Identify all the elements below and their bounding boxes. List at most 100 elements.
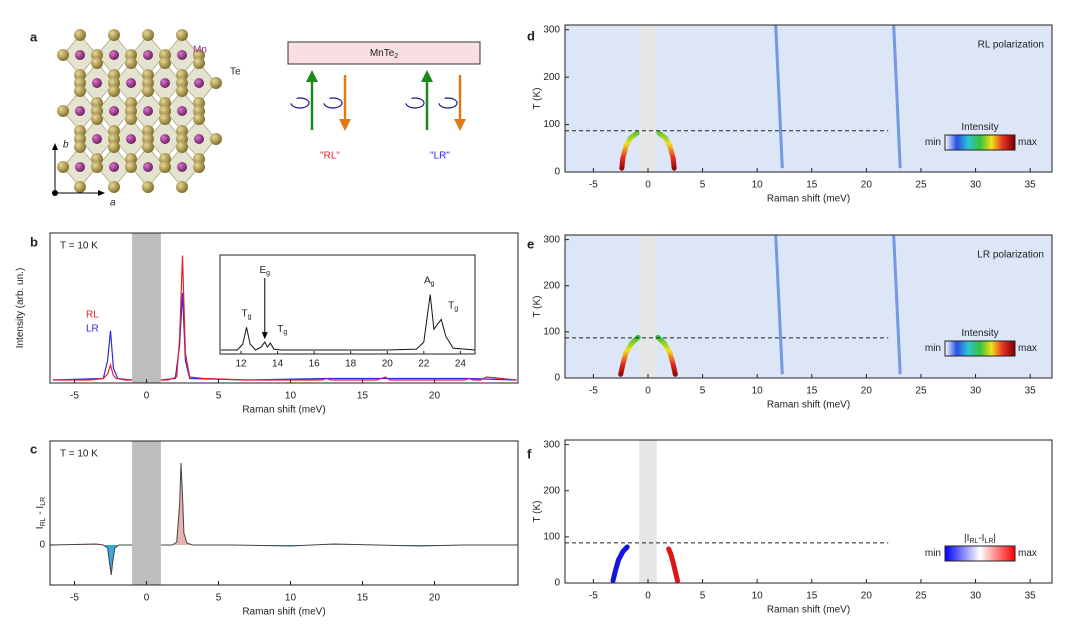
x-tick-label: 10 <box>752 591 764 602</box>
te-atom <box>108 181 120 193</box>
x-axis-title: Raman shift (meV) <box>767 605 850 616</box>
mn-label: Mn <box>193 45 207 56</box>
te-atom <box>176 141 188 153</box>
x-tick-label: -5 <box>589 180 598 191</box>
y-tick-label: 100 <box>543 327 560 338</box>
te-atom <box>91 161 103 173</box>
te-atom <box>57 161 69 173</box>
inset-x-tick-label: 20 <box>382 359 394 370</box>
x-tick-label: 25 <box>915 180 927 191</box>
sample-label-text: MnTe <box>370 48 395 59</box>
excluded-band <box>639 25 657 172</box>
y-tick-label: 300 <box>543 24 560 35</box>
x-tick-label: 15 <box>806 591 818 602</box>
x-tick-label: 25 <box>915 386 927 397</box>
x-tick-label: 20 <box>861 591 873 602</box>
inset-line <box>220 294 476 351</box>
inset-frame <box>219 254 476 355</box>
arrow-head <box>261 332 268 340</box>
magnon-branch <box>656 130 677 171</box>
colorbar-title: Intensity <box>961 328 998 339</box>
y-tick-label: 300 <box>543 234 560 245</box>
y-tick-label: 100 <box>543 532 560 543</box>
axis-b-label: b <box>63 140 69 151</box>
x-tick-label: 30 <box>970 591 982 602</box>
x-axis-title: Raman shift (meV) <box>242 405 325 416</box>
x-tick-label: 15 <box>806 180 818 191</box>
plot-frame <box>564 24 1053 173</box>
x-tick-label: -5 <box>70 391 79 402</box>
chart-panel: -5 0 5 10 15 20 25 30 35 0 100 200 300 Raman shift (m… <box>532 439 1053 616</box>
te-atom <box>210 133 222 145</box>
arrow-head <box>306 70 318 82</box>
colorbar <box>944 545 1016 562</box>
peak-label-sub: g <box>454 306 458 313</box>
te-atom <box>74 85 86 97</box>
x-tick-label: -5 <box>70 593 79 604</box>
x-tick-label: -5 <box>589 591 598 602</box>
colorbar-title-text: | <box>993 533 996 544</box>
x-axis-title: Raman shift (meV) <box>242 607 325 618</box>
x-tick-label: 10 <box>752 180 764 191</box>
panel-label: c <box>30 441 37 456</box>
y-tick-label: 0 <box>554 167 560 178</box>
arrow-head <box>339 119 351 131</box>
x-axis-title: Raman shift (meV) <box>767 194 850 205</box>
y-tick-label: 200 <box>543 72 560 83</box>
x-tick-label: 30 <box>970 180 982 191</box>
te-atom <box>159 113 171 125</box>
mn-atom <box>177 162 187 172</box>
diagram <box>52 29 481 196</box>
colorbar-title-text: -I <box>978 533 984 544</box>
chart-panel: -5 0 5 10 15 20 25 30 35 0 100 200 300 Raman shift (m… <box>532 24 1053 205</box>
y-tick-label: 200 <box>543 485 560 496</box>
colorbar-max: max <box>1018 343 1037 354</box>
colorbar-title: Intensity <box>961 122 998 133</box>
te-atom <box>74 181 86 193</box>
polarization-circle <box>438 97 458 109</box>
x-tick-label: 0 <box>144 593 150 604</box>
chart-panel: RL LR -5 0 5 10 15 20 Raman shift (meV) Intensity… <box>15 232 519 416</box>
te-atom <box>142 181 154 193</box>
x-axis-title: Raman shift (meV) <box>767 400 850 411</box>
sample-label-sub: 2 <box>394 53 398 60</box>
arrow-head <box>421 70 433 82</box>
spectrum-line <box>52 255 517 381</box>
peak-label-sub: g <box>248 314 252 321</box>
te-atom <box>193 57 205 69</box>
mn-atom <box>194 78 204 88</box>
x-tick-label: 20 <box>861 386 873 397</box>
inset-x-tick-label: 22 <box>418 359 430 370</box>
te-atom <box>176 29 188 41</box>
y-axis-title: IRL - ILR <box>35 497 48 529</box>
x-tick-label: 20 <box>429 391 441 402</box>
mn-atom <box>194 134 204 144</box>
magnon-branch <box>655 334 678 377</box>
mn-atom <box>126 78 136 88</box>
phonon-line <box>774 25 784 169</box>
excluded-band <box>132 441 161 585</box>
inset-x-tick-label: 24 <box>455 359 467 370</box>
x-tick-label: 10 <box>752 386 764 397</box>
peak-label: Eg <box>259 265 270 278</box>
y-axis-title: T (K) <box>532 87 543 109</box>
polarization-circle <box>290 97 310 109</box>
te-atom <box>142 141 154 153</box>
te-atom <box>57 105 69 117</box>
te-atom <box>108 141 120 153</box>
arrow-head <box>98 190 105 196</box>
peak-label-sub: g <box>431 281 435 288</box>
x-tick-label: 20 <box>861 180 873 191</box>
peak-label-text: A <box>424 275 431 286</box>
te-atom <box>125 57 137 69</box>
polarization-circle <box>405 97 425 109</box>
te-atom <box>176 181 188 193</box>
peak-label-text: E <box>259 265 266 276</box>
annotation: T = 10 K <box>60 449 98 460</box>
x-tick-label: 0 <box>144 391 150 402</box>
x-tick-label: 15 <box>357 391 369 402</box>
te-atom <box>176 85 188 97</box>
mn-atom <box>92 134 102 144</box>
